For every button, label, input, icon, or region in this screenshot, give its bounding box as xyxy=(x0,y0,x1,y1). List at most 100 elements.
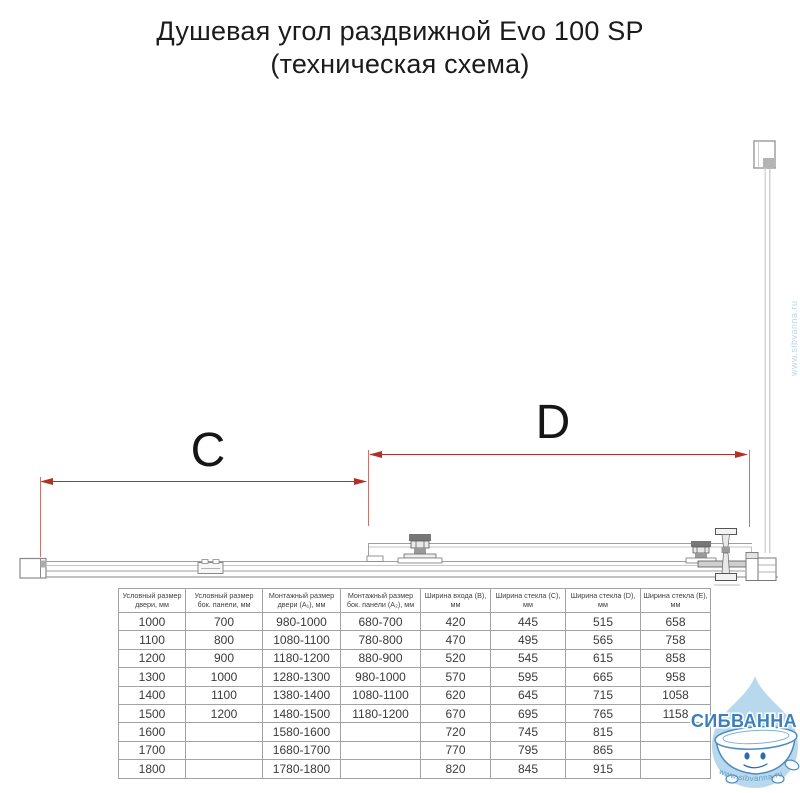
table-cell: 700 xyxy=(185,611,263,632)
table-cell xyxy=(640,759,711,779)
table-cell: 470 xyxy=(420,630,491,650)
dimension-line-c xyxy=(40,477,367,557)
tub-eye-right xyxy=(760,752,766,760)
table-cell: 615 xyxy=(565,648,641,669)
column-header: Монтажный размер бок. панели (A₂), мм xyxy=(340,588,421,613)
column-header: Условный размер бок. панели, мм xyxy=(185,588,263,613)
title-line-2: (техническая схема) xyxy=(270,49,530,79)
table-cell: 720 xyxy=(420,722,491,742)
dimension-label-c: C xyxy=(191,424,226,477)
table-cell: 880-900 xyxy=(340,648,421,669)
table-cell: 1380-1400 xyxy=(262,685,341,705)
table-cell: 680-700 xyxy=(340,611,421,632)
glass-panel-edge xyxy=(764,168,771,553)
table-cell: 515 xyxy=(565,611,641,632)
column-header: Условный размер двери, мм xyxy=(118,588,186,613)
column-header: Монтажный размер двери (A₁), мм xyxy=(262,588,341,613)
table-cell: 780-800 xyxy=(340,630,421,650)
table-cell xyxy=(185,759,263,779)
table-cell: 980-1000 xyxy=(340,667,421,687)
table-cell xyxy=(185,740,263,761)
column-header: Ширина стекла (D), мм xyxy=(565,588,641,613)
table-cell xyxy=(340,759,421,779)
table-cell: 1080-1100 xyxy=(262,630,341,650)
table-cell: 980-1000 xyxy=(262,611,341,632)
table-cell: 545 xyxy=(490,648,566,669)
table-cell: 1680-1700 xyxy=(262,740,341,761)
dimensions-table: Условный размер двери, мм Условный размер… xyxy=(118,588,711,779)
rail-end-cap xyxy=(19,557,47,579)
table-row: 1600 1580-1600 720 745 815 xyxy=(118,722,711,742)
table-cell: 820 xyxy=(420,759,491,779)
table-cell: 695 xyxy=(490,703,566,724)
tub-eye-left xyxy=(744,752,750,760)
table-cell: 1400 xyxy=(118,685,186,705)
table-cell: 1100 xyxy=(118,630,186,650)
corner-connector xyxy=(745,552,777,581)
roller-carriage-left xyxy=(397,534,443,564)
dimension-label-d: D xyxy=(536,396,571,449)
table-cell xyxy=(340,740,421,761)
table-cell: 420 xyxy=(420,611,491,632)
table-cell: 620 xyxy=(420,685,491,705)
page-title: Душевая угол раздвижной Evo 100 SP (техн… xyxy=(0,15,800,81)
table-cell: 765 xyxy=(565,703,641,724)
table-cell: 665 xyxy=(565,667,641,687)
table-header-row: Условный размер двери, мм Условный размер… xyxy=(118,588,711,613)
table-cell: 1200 xyxy=(118,648,186,669)
table-cell xyxy=(185,722,263,742)
roller-carriage-right xyxy=(685,541,717,564)
table-cell: 445 xyxy=(490,611,566,632)
table-cell: 845 xyxy=(490,759,566,779)
table-cell: 858 xyxy=(640,648,711,669)
table-cell: 565 xyxy=(565,630,641,650)
table-cell: 795 xyxy=(490,740,566,761)
table-row: 1800 1780-1800 820 845 915 xyxy=(118,759,711,779)
rail-guide-bracket xyxy=(197,559,224,574)
table-cell: 1800 xyxy=(118,759,186,779)
dimension-line-d xyxy=(368,450,750,527)
table-cell: 1080-1100 xyxy=(340,685,421,705)
bathtub-illustration xyxy=(714,726,800,784)
table-cell: 495 xyxy=(490,630,566,650)
table-row: 1200 900 1180-1200 880-900 520 545 615 858 xyxy=(118,648,711,669)
table-cell: 670 xyxy=(420,703,491,724)
table-cell: 1500 xyxy=(118,703,186,724)
title-line-1: Душевая угол раздвижной Evo 100 SP xyxy=(156,16,644,46)
table-cell: 800 xyxy=(185,630,263,650)
table-cell: 1480-1500 xyxy=(262,703,341,724)
watermark-side-url: www.sibvanna.ru xyxy=(789,300,799,376)
door-track xyxy=(366,543,752,562)
table-cell: 520 xyxy=(420,648,491,669)
table-cell: 658 xyxy=(640,611,711,632)
table-cell: 1300 xyxy=(118,667,186,687)
sibvanna-watermark: СИБВАННА www.sibvanna.ru xyxy=(689,668,800,793)
wall-bracket xyxy=(753,140,776,169)
table-row: 1400 1100 1380-1400 1080-1100 620 645 715 1058 xyxy=(118,685,711,705)
table-cell: 645 xyxy=(490,685,566,705)
table-cell: 1580-1600 xyxy=(262,722,341,742)
table-cell: 1180-1200 xyxy=(262,648,341,669)
table-cell: 865 xyxy=(565,740,641,761)
table-cell: 1780-1800 xyxy=(262,759,341,779)
table-cell: 758 xyxy=(640,630,711,650)
table-cell: 770 xyxy=(420,740,491,761)
bottom-rail xyxy=(20,561,778,578)
table-cell: 1600 xyxy=(118,722,186,742)
table-cell: 595 xyxy=(490,667,566,687)
table-row: 1500 1200 1480-1500 1180-1200 670 695 765 1158 xyxy=(118,703,711,724)
table-cell: 715 xyxy=(565,685,641,705)
turnbuckle xyxy=(714,528,740,586)
column-header: Ширина входа (B), мм xyxy=(420,588,491,613)
watermark-brand-text: СИБВАННА xyxy=(691,711,797,731)
table-row: 1300 1000 1280-1300 980-1000 570 595 665 958 xyxy=(118,667,711,687)
table-cell: 1700 xyxy=(118,740,186,761)
table-row: 1000 700 980-1000 680-700 420 445 515 658 xyxy=(118,611,711,632)
table-cell: 915 xyxy=(565,759,641,779)
connector-bar xyxy=(697,560,747,568)
table-cell: 1200 xyxy=(185,703,263,724)
table-cell: 570 xyxy=(420,667,491,687)
table-row: 1700 1680-1700 770 795 865 xyxy=(118,740,711,761)
